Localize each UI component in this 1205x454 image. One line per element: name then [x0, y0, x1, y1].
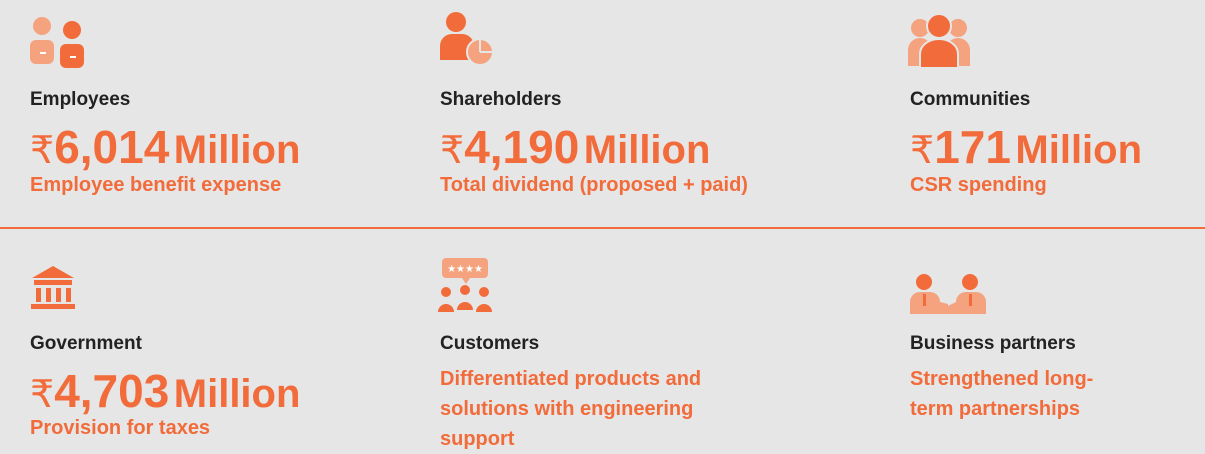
stakeholder-label: Employees: [30, 89, 131, 110]
divider: [0, 227, 1205, 229]
currency: ₹: [910, 130, 935, 172]
shareholders-icon: [440, 12, 494, 66]
stakeholder-label: Business partners: [910, 333, 1076, 354]
amount: ₹6,014 Million: [30, 124, 300, 170]
customers-icon: ★★★★: [438, 258, 492, 312]
stakeholder-label: Customers: [440, 333, 540, 354]
description: Provision for taxes: [30, 417, 211, 439]
communities-icon: [908, 13, 970, 68]
amount-unit: Million: [583, 128, 711, 172]
currency: ₹: [30, 374, 55, 416]
stakeholder-label: Shareholders: [440, 89, 562, 110]
currency: ₹: [30, 130, 55, 172]
amount-unit: Million: [173, 372, 301, 416]
amount-value: 4,703: [54, 365, 170, 417]
amount-value: 6,014: [54, 121, 170, 173]
employees-icon: [30, 17, 84, 68]
amount-unit: Million: [173, 128, 301, 172]
description: CSR spending: [910, 174, 1047, 196]
description: Differentiated products and solutions wi…: [440, 368, 702, 450]
description: Employee benefit expense: [30, 174, 282, 196]
stakeholder-label: Communities: [910, 89, 1031, 110]
amount-value: 4,190: [464, 121, 580, 173]
amount-value: 171: [934, 121, 1011, 173]
amount: ₹171 Million: [910, 124, 1142, 170]
svg-text:★★★★: ★★★★: [447, 264, 483, 275]
currency: ₹: [440, 130, 465, 172]
stakeholder-label: Government: [30, 333, 142, 354]
business-partners-icon: [910, 274, 986, 314]
amount: ₹4,190 Million: [440, 124, 710, 170]
amount: ₹4,703 Million: [30, 368, 300, 414]
amount-unit: Million: [1015, 128, 1143, 172]
description: Strengthened long-term partnerships: [910, 368, 1094, 420]
description: Total dividend (proposed + paid): [440, 174, 748, 196]
government-icon: [31, 266, 75, 309]
